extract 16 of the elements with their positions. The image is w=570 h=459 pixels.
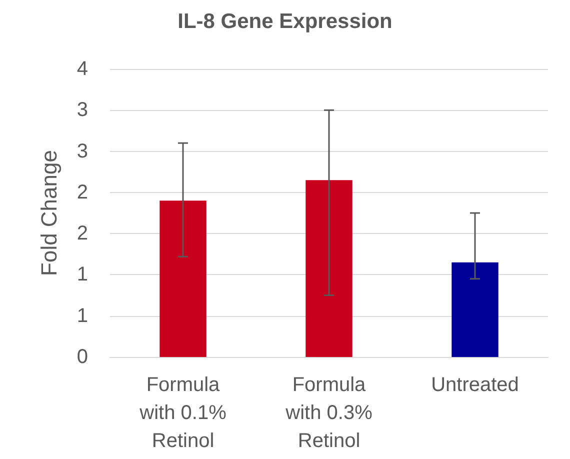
bar: [306, 180, 352, 357]
x-tick-label: Untreated: [431, 374, 519, 396]
x-tick-label: Formula with 0.3% Retinol: [284, 374, 373, 452]
bar: [452, 262, 498, 357]
y-tick-label: 0: [76, 346, 88, 368]
y-tick-label: 2: [76, 222, 88, 245]
y-tick-label: 3: [76, 140, 88, 162]
y-tick-label: 1: [76, 264, 88, 286]
x-tick-label: Formula with 0.1% Retinol: [138, 374, 227, 452]
y-tick-label: 4: [76, 58, 88, 80]
y-tick-label: 2: [76, 181, 88, 204]
chart-title: IL-8 Gene Expression: [178, 10, 392, 33]
y-axis-title: Fold Change: [36, 150, 62, 276]
y-tick-label: 1: [76, 304, 88, 327]
bar: [160, 200, 206, 357]
y-tick-label: 3: [76, 99, 88, 122]
